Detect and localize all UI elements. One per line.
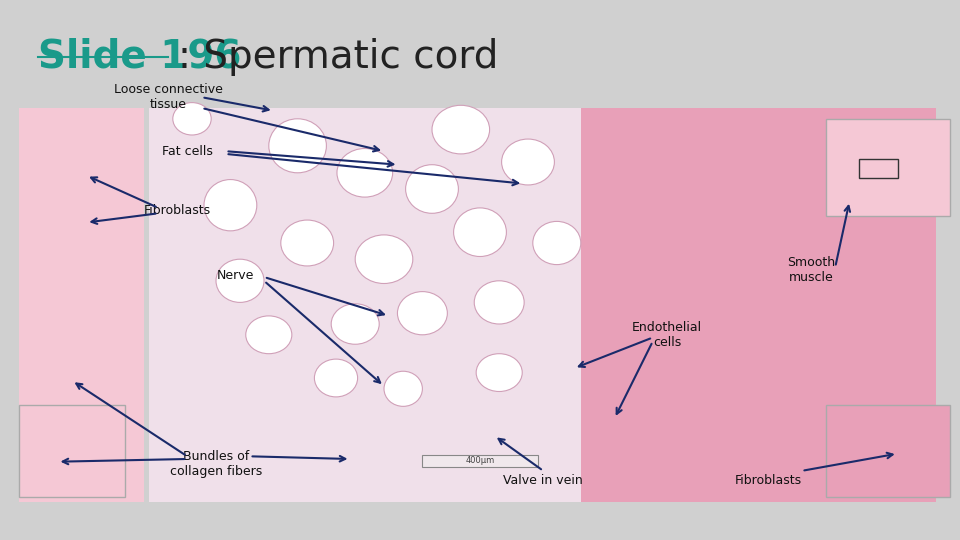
Ellipse shape — [355, 235, 413, 284]
Ellipse shape — [432, 105, 490, 154]
Ellipse shape — [204, 179, 256, 231]
FancyBboxPatch shape — [826, 119, 950, 216]
FancyBboxPatch shape — [581, 108, 936, 502]
Ellipse shape — [533, 221, 581, 265]
Ellipse shape — [269, 119, 326, 173]
Ellipse shape — [454, 208, 507, 256]
Text: Smooth
muscle: Smooth muscle — [787, 256, 835, 284]
Text: Bundles of
collagen fibers: Bundles of collagen fibers — [170, 450, 262, 478]
Text: Slide 196: Slide 196 — [38, 38, 242, 76]
Ellipse shape — [384, 372, 422, 406]
Ellipse shape — [474, 281, 524, 324]
Text: 400μm: 400μm — [466, 456, 494, 464]
Text: Nerve: Nerve — [217, 269, 253, 282]
FancyBboxPatch shape — [422, 455, 538, 467]
FancyBboxPatch shape — [19, 405, 125, 497]
Ellipse shape — [246, 316, 292, 354]
Ellipse shape — [331, 303, 379, 345]
Ellipse shape — [173, 103, 211, 135]
Text: Endothelial
cells: Endothelial cells — [632, 321, 703, 349]
Ellipse shape — [476, 354, 522, 391]
FancyBboxPatch shape — [149, 108, 581, 502]
Ellipse shape — [406, 165, 459, 213]
Ellipse shape — [397, 292, 447, 335]
Text: Valve in vein: Valve in vein — [502, 474, 583, 487]
Text: Loose connective
tissue: Loose connective tissue — [113, 83, 223, 111]
Ellipse shape — [337, 148, 393, 197]
Text: : Spermatic cord: : Spermatic cord — [178, 38, 498, 76]
FancyBboxPatch shape — [826, 405, 950, 497]
FancyBboxPatch shape — [19, 108, 144, 502]
Text: Fat cells: Fat cells — [162, 145, 212, 158]
Ellipse shape — [280, 220, 334, 266]
Text: Fibroblasts: Fibroblasts — [734, 474, 802, 487]
Ellipse shape — [314, 359, 357, 397]
Ellipse shape — [216, 259, 264, 302]
Ellipse shape — [501, 139, 555, 185]
Text: Fibroblasts: Fibroblasts — [144, 204, 211, 217]
